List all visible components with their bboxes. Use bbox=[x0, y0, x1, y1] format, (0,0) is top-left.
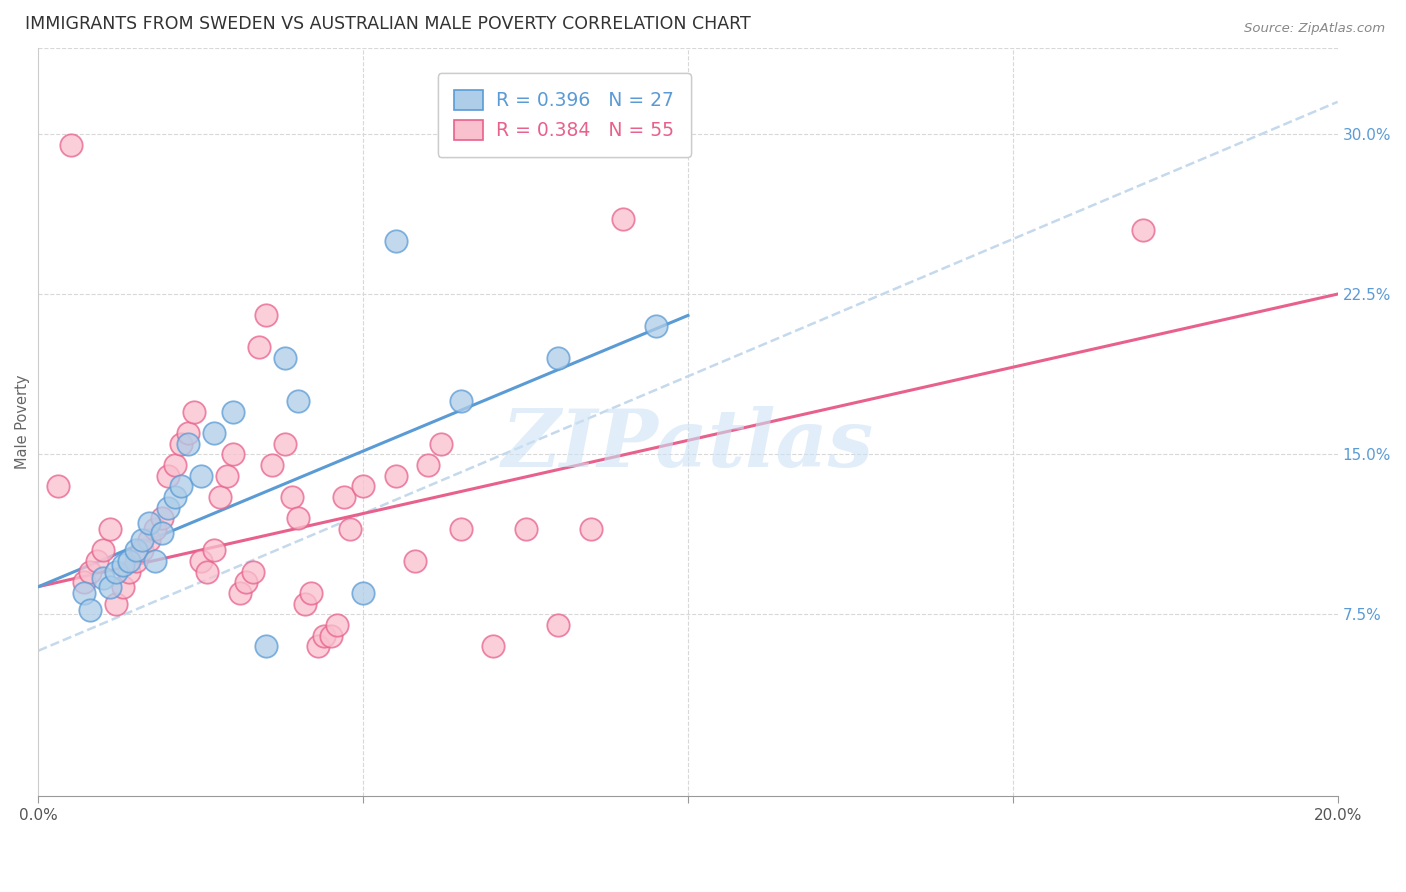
Point bbox=[326, 618, 349, 632]
Point bbox=[384, 234, 406, 248]
Point bbox=[105, 597, 128, 611]
Point bbox=[79, 565, 101, 579]
Point bbox=[274, 436, 297, 450]
Point bbox=[1132, 223, 1154, 237]
Point bbox=[222, 447, 245, 461]
Text: ZIPatlas: ZIPatlas bbox=[502, 406, 875, 483]
Point bbox=[515, 522, 537, 536]
Point bbox=[190, 554, 212, 568]
Point bbox=[150, 526, 173, 541]
Point bbox=[254, 640, 277, 654]
Point bbox=[274, 351, 297, 365]
Point bbox=[404, 554, 426, 568]
Point bbox=[131, 543, 153, 558]
Point bbox=[91, 571, 114, 585]
Point bbox=[384, 468, 406, 483]
Point bbox=[339, 522, 361, 536]
Point bbox=[287, 511, 309, 525]
Point bbox=[579, 522, 602, 536]
Point bbox=[307, 640, 329, 654]
Point bbox=[118, 554, 141, 568]
Point bbox=[299, 586, 322, 600]
Point bbox=[91, 543, 114, 558]
Point bbox=[262, 458, 284, 472]
Point bbox=[294, 597, 316, 611]
Point bbox=[612, 212, 634, 227]
Point bbox=[143, 554, 166, 568]
Point bbox=[482, 640, 505, 654]
Point bbox=[125, 554, 148, 568]
Point bbox=[46, 479, 69, 493]
Point bbox=[644, 319, 666, 334]
Text: Source: ZipAtlas.com: Source: ZipAtlas.com bbox=[1244, 22, 1385, 36]
Point bbox=[163, 458, 186, 472]
Point bbox=[150, 511, 173, 525]
Point bbox=[143, 522, 166, 536]
Point bbox=[73, 586, 96, 600]
Point bbox=[138, 533, 160, 547]
Point bbox=[177, 425, 200, 440]
Point bbox=[190, 468, 212, 483]
Point bbox=[79, 603, 101, 617]
Point bbox=[170, 479, 193, 493]
Point bbox=[450, 522, 472, 536]
Point bbox=[229, 586, 252, 600]
Point bbox=[450, 393, 472, 408]
Point bbox=[125, 543, 148, 558]
Point bbox=[195, 565, 218, 579]
Point bbox=[170, 436, 193, 450]
Point bbox=[163, 490, 186, 504]
Point bbox=[235, 575, 257, 590]
Point bbox=[138, 516, 160, 530]
Point bbox=[73, 575, 96, 590]
Point bbox=[547, 618, 569, 632]
Point bbox=[332, 490, 354, 504]
Text: IMMIGRANTS FROM SWEDEN VS AUSTRALIAN MALE POVERTY CORRELATION CHART: IMMIGRANTS FROM SWEDEN VS AUSTRALIAN MAL… bbox=[25, 15, 751, 33]
Y-axis label: Male Poverty: Male Poverty bbox=[15, 375, 30, 469]
Point bbox=[319, 629, 342, 643]
Point bbox=[105, 565, 128, 579]
Point bbox=[547, 351, 569, 365]
Point bbox=[352, 586, 374, 600]
Point bbox=[222, 404, 245, 418]
Point bbox=[118, 565, 141, 579]
Point bbox=[280, 490, 302, 504]
Point bbox=[98, 580, 121, 594]
Point bbox=[287, 393, 309, 408]
Point bbox=[183, 404, 205, 418]
Point bbox=[215, 468, 238, 483]
Point bbox=[86, 554, 108, 568]
Point bbox=[131, 533, 153, 547]
Point bbox=[202, 425, 225, 440]
Point bbox=[111, 580, 134, 594]
Point bbox=[59, 137, 82, 152]
Point bbox=[157, 500, 180, 515]
Point bbox=[209, 490, 232, 504]
Point bbox=[352, 479, 374, 493]
Point bbox=[111, 558, 134, 573]
Point bbox=[247, 341, 270, 355]
Point bbox=[254, 309, 277, 323]
Point bbox=[416, 458, 439, 472]
Point bbox=[98, 522, 121, 536]
Point bbox=[314, 629, 336, 643]
Point bbox=[242, 565, 264, 579]
Point bbox=[202, 543, 225, 558]
Point bbox=[177, 436, 200, 450]
Legend: R = 0.396   N = 27, R = 0.384   N = 55: R = 0.396 N = 27, R = 0.384 N = 55 bbox=[437, 73, 690, 157]
Point bbox=[157, 468, 180, 483]
Point bbox=[430, 436, 453, 450]
